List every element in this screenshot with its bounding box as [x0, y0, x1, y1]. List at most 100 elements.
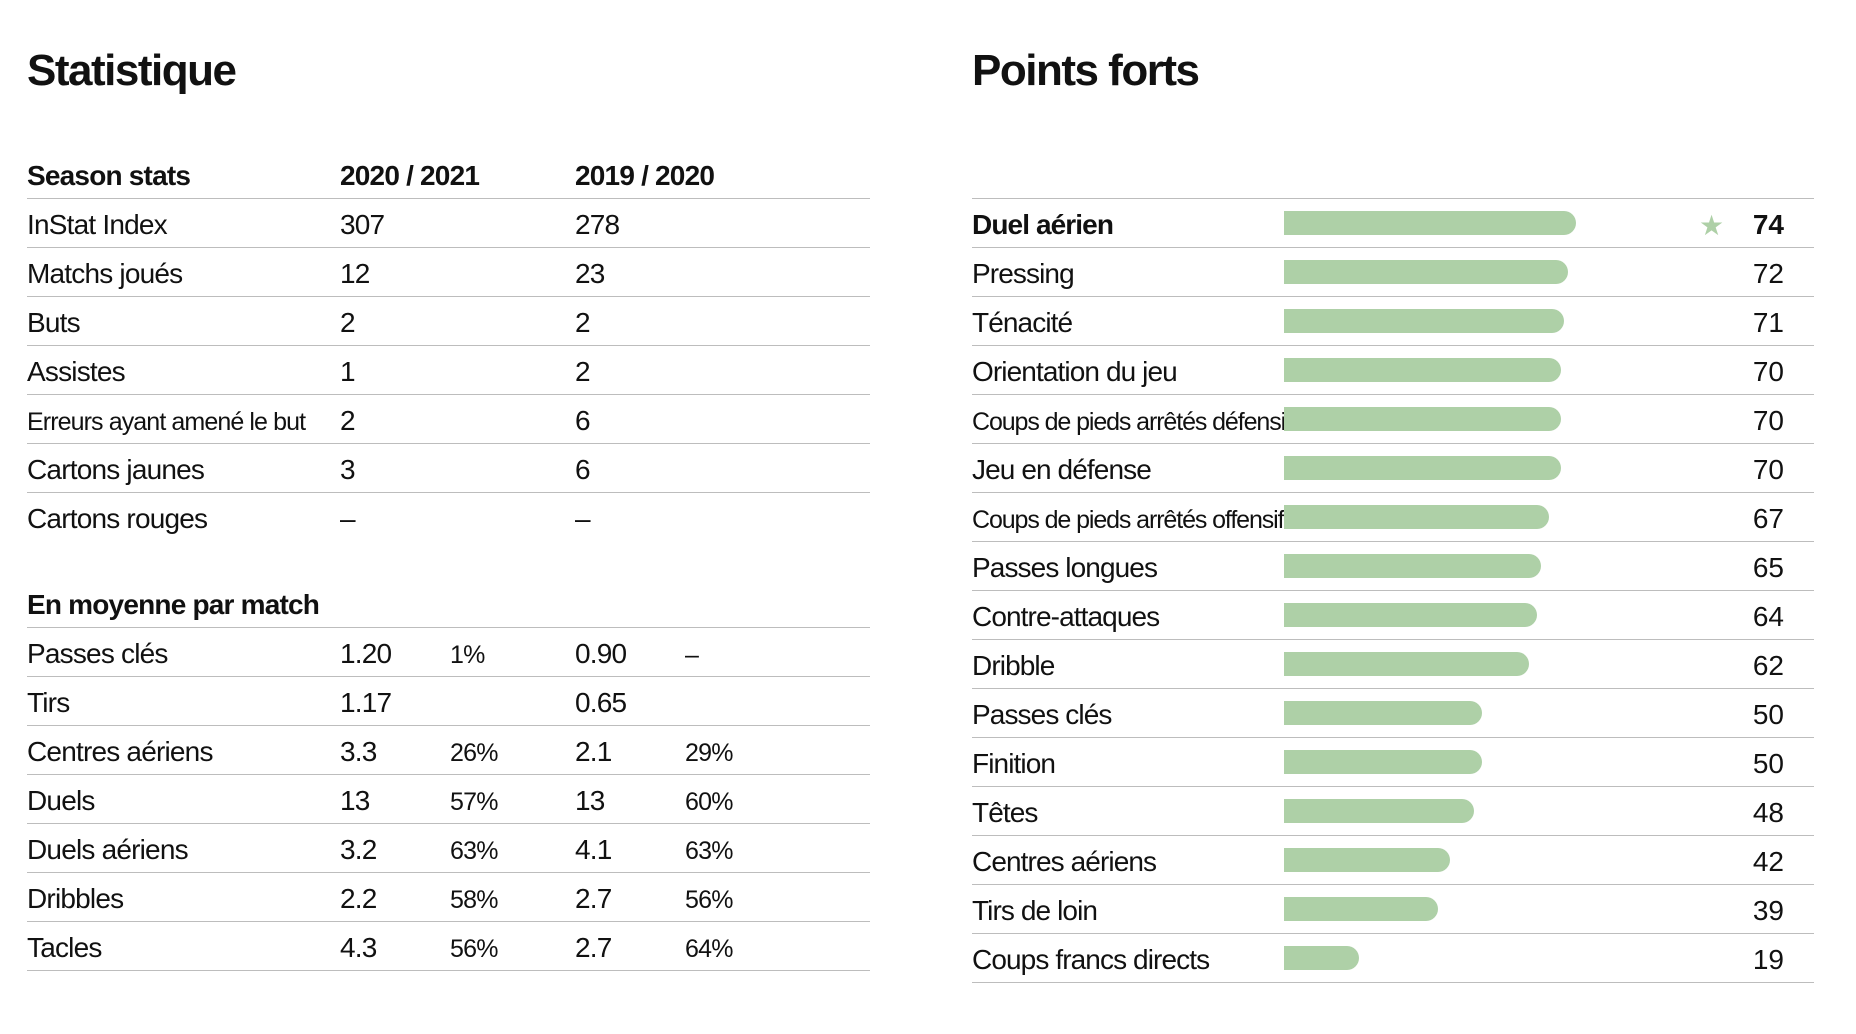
stat-value-2020-2021: 3.3: [340, 736, 377, 767]
strength-label: Têtes: [972, 797, 1038, 828]
table-row: Tirs 1.17 0.65: [27, 677, 870, 726]
stat-value-2019-2020: 6: [575, 454, 591, 485]
stat-percent-2019-2020: –: [685, 641, 699, 669]
stat-percent-2019-2020: 56%: [685, 886, 733, 914]
stat-percent-2020-2021: 63%: [450, 837, 498, 865]
strength-bar: [1284, 407, 1561, 431]
strength-row: Têtes 48: [972, 787, 1814, 836]
strength-label: Passes clés: [972, 699, 1112, 730]
stat-value-2020-2021: –: [340, 503, 356, 534]
stat-label: Cartons jaunes: [27, 454, 205, 485]
stat-value-2019-2020: 4.1: [575, 834, 612, 865]
stat-value-2019-2020: 2.7: [575, 883, 612, 914]
strength-label: Contre-attaques: [972, 601, 1160, 632]
stat-label: Passes clés: [27, 638, 168, 669]
strength-row: Centres aériens 42: [972, 836, 1814, 885]
stat-value-2020-2021: 4.3: [340, 932, 377, 963]
strength-bar: [1284, 456, 1561, 480]
season-stats-table: Season stats 2020 / 2021 2019 / 2020 InS…: [27, 150, 870, 541]
strength-value: 74: [1752, 209, 1784, 240]
table-row: Matchs joués 12 23: [27, 248, 870, 297]
strength-bar: [1284, 848, 1450, 872]
strength-row: Finition 50: [972, 738, 1814, 787]
strength-row: Coups francs directs 19: [972, 934, 1814, 983]
stat-label: Centres aériens: [27, 736, 213, 767]
strength-value: 70: [1752, 454, 1784, 485]
stat-value-2019-2020: 23: [575, 258, 605, 289]
stat-label: Duels: [27, 785, 95, 816]
strength-value: 19: [1752, 944, 1784, 975]
stat-value-2020-2021: 3.2: [340, 834, 377, 865]
stat-value-2020-2021: 1: [340, 356, 356, 387]
stat-value-2019-2020: 2.7: [575, 932, 612, 963]
strength-row: Duel aérien ★ 74: [972, 199, 1814, 248]
strength-bar: [1284, 603, 1537, 627]
strength-value: 42: [1752, 846, 1784, 877]
stat-value-2019-2020: 13: [575, 785, 605, 816]
stat-percent-2019-2020: 64%: [685, 935, 733, 963]
strength-label: Coups de pieds arrêtés offensifs: [972, 506, 1296, 534]
stat-percent-2020-2021: 26%: [450, 739, 498, 767]
strength-value: 70: [1752, 405, 1784, 436]
strength-row: Jeu en défense 70: [972, 444, 1814, 493]
table-row: Cartons rouges – –: [27, 493, 870, 541]
strength-label: Duel aérien: [972, 209, 1114, 240]
strength-label: Dribble: [972, 650, 1055, 681]
stat-percent-2020-2021: 56%: [450, 935, 498, 963]
table-row: Duels 13 57% 13 60%: [27, 775, 870, 824]
table-row: Cartons jaunes 3 6: [27, 444, 870, 493]
average-per-match-table: En moyenne par match Passes clés 1.20 1% 0.…: [27, 579, 870, 971]
strength-value: 64: [1752, 601, 1784, 632]
table-row: Tacles 4.3 56% 2.7 64%: [27, 922, 870, 971]
table-row: Assistes 1 2: [27, 346, 870, 395]
strength-bar: [1284, 897, 1439, 921]
strength-label: Finition: [972, 748, 1056, 779]
season-col-2020-2021: 2020 / 2021: [340, 160, 480, 191]
stat-value-2019-2020: 2: [575, 356, 591, 387]
stat-value-2020-2021: 2: [340, 405, 356, 436]
strength-row: Passes longues 65: [972, 542, 1814, 591]
strength-bar: [1284, 505, 1549, 529]
stat-value-2019-2020: 2: [575, 307, 591, 338]
strength-row: Dribble 62: [972, 640, 1814, 689]
stat-label: Erreurs ayant amené le but: [27, 408, 306, 436]
stat-label: Tirs: [27, 687, 70, 718]
strength-value: 70: [1752, 356, 1784, 387]
strength-label: Orientation du jeu: [972, 356, 1178, 387]
strength-bar: [1284, 211, 1577, 235]
strength-value: 50: [1752, 699, 1784, 730]
strength-value: 72: [1752, 258, 1784, 289]
strength-row: Passes clés 50: [972, 689, 1814, 738]
stat-value-2019-2020: 0.65: [575, 687, 627, 718]
stat-percent-2020-2021: 57%: [450, 788, 498, 816]
strength-label: Tirs de loin: [972, 895, 1098, 926]
strength-value: 50: [1752, 748, 1784, 779]
stat-label: Dribbles: [27, 883, 124, 914]
strength-bar: [1284, 358, 1561, 382]
table-row: Passes clés 1.20 1% 0.90 –: [27, 628, 870, 677]
strength-value: 39: [1752, 895, 1784, 926]
strength-label: Jeu en défense: [972, 454, 1152, 485]
stat-percent-2019-2020: 60%: [685, 788, 733, 816]
table-row: Erreurs ayant amené le but 2 6: [27, 395, 870, 444]
strength-value: 65: [1752, 552, 1784, 583]
strength-row: Coups de pieds arrêtés offensifs 67: [972, 493, 1814, 542]
strength-bar: [1284, 652, 1529, 676]
table-row: Centres aériens 3.3 26% 2.1 29%: [27, 726, 870, 775]
stat-value-2020-2021: 307: [340, 209, 385, 240]
stat-value-2019-2020: 6: [575, 405, 591, 436]
star-icon: ★: [1699, 210, 1725, 241]
stat-value-2019-2020: 278: [575, 209, 620, 240]
strengths-title: Points forts: [972, 46, 1200, 95]
stat-value-2020-2021: 3: [340, 454, 356, 485]
strength-value: 48: [1752, 797, 1784, 828]
stat-label: Matchs joués: [27, 258, 183, 289]
strength-bar: [1284, 554, 1541, 578]
strength-bar: [1284, 260, 1569, 284]
strength-bar: [1284, 309, 1565, 333]
stat-percent-2019-2020: 29%: [685, 739, 733, 767]
stat-value-2020-2021: 2.2: [340, 883, 377, 914]
strength-value: 71: [1752, 307, 1784, 338]
stat-label: Buts: [27, 307, 81, 338]
strength-label: Ténacité: [972, 307, 1073, 338]
